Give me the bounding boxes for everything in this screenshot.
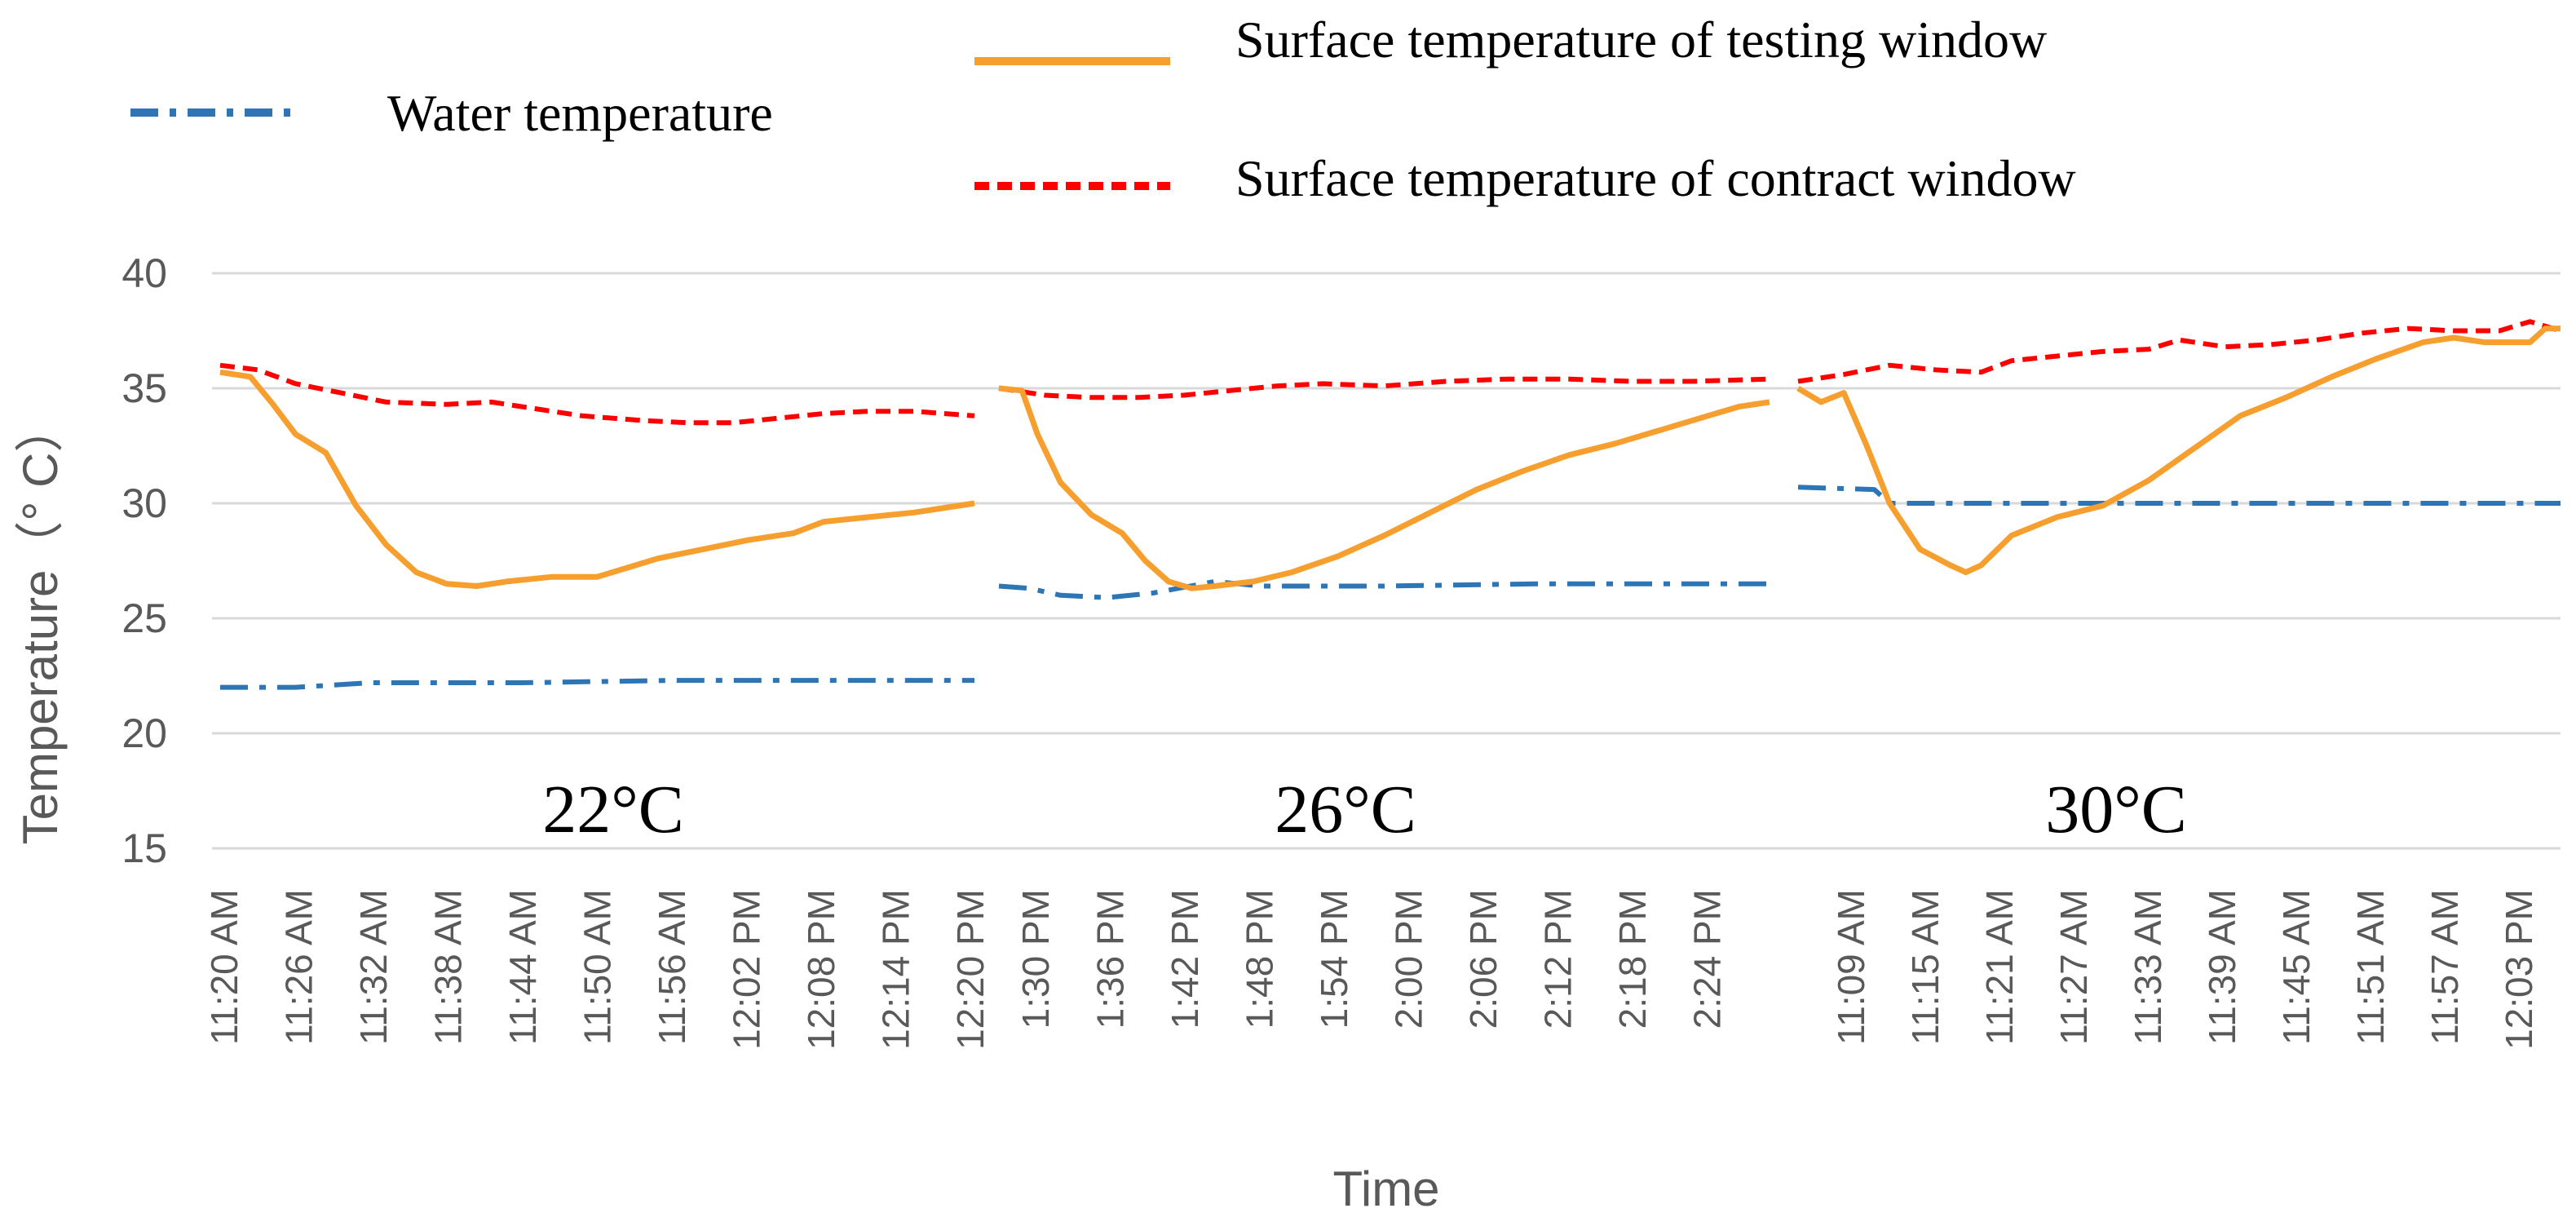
x-tick-label: 11:20 AM bbox=[203, 889, 245, 1045]
x-tick-label: 11:56 AM bbox=[651, 889, 693, 1045]
x-tick-label: 11:09 AM bbox=[1830, 889, 1872, 1045]
series-line-water-segment-1 bbox=[220, 678, 974, 690]
x-tick-label: 2:00 PM bbox=[1388, 889, 1430, 1029]
x-tick-label: 11:27 AM bbox=[2052, 889, 2095, 1045]
x-tick-label: 1:42 PM bbox=[1164, 889, 1206, 1029]
x-tick-label: 11:38 AM bbox=[427, 889, 470, 1045]
y-tick-label: 20 bbox=[122, 710, 167, 756]
legend: Water temperature Surface temperature of… bbox=[130, 11, 2076, 207]
series-line-testing-segment-1 bbox=[219, 369, 975, 589]
x-tick-label: 2:06 PM bbox=[1462, 889, 1505, 1029]
y-tick-label: 35 bbox=[122, 365, 167, 411]
series-lines bbox=[219, 319, 2561, 690]
segment-label-1: 22°C bbox=[542, 772, 684, 848]
x-tick-label: 1:48 PM bbox=[1239, 889, 1281, 1029]
x-tick-label: 11:45 AM bbox=[2275, 889, 2318, 1045]
x-tick-label: 1:36 PM bbox=[1089, 889, 1132, 1029]
x-tick-label: 12:02 PM bbox=[726, 889, 768, 1050]
x-tick-label: 12:20 PM bbox=[949, 889, 992, 1050]
x-tick-label: 2:12 PM bbox=[1537, 889, 1580, 1029]
x-tick-label: 11:32 AM bbox=[352, 889, 395, 1045]
series-line-water-segment-2 bbox=[998, 578, 1770, 600]
y-axis-tick-labels: 15 20 25 30 35 40 bbox=[122, 250, 167, 871]
x-axis-tick-labels: 11:20 AM 11:26 AM 11:32 AM 11:38 AM 11:44 AM… bbox=[203, 889, 2540, 1050]
segment-labels: 22°C 26°C 30°C bbox=[542, 772, 2187, 848]
x-tick-label: 11:57 AM bbox=[2424, 889, 2466, 1045]
series-line-contract-segment-1 bbox=[219, 362, 975, 426]
y-tick-label: 25 bbox=[122, 595, 167, 641]
y-tick-label: 15 bbox=[122, 825, 167, 871]
x-tick-label: 11:26 AM bbox=[278, 889, 320, 1045]
x-tick-label: 11:21 AM bbox=[1978, 889, 2021, 1045]
series-line-testing-segment-3 bbox=[1796, 325, 2561, 576]
series-line-contract-segment-3 bbox=[1797, 319, 2561, 384]
x-tick-label: 2:24 PM bbox=[1686, 889, 1729, 1029]
segment-label-3: 30°C bbox=[2045, 772, 2187, 848]
x-axis-title: Time bbox=[1332, 1162, 1439, 1216]
x-tick-label: 12:03 PM bbox=[2498, 889, 2540, 1050]
x-tick-label: 11:51 AM bbox=[2349, 889, 2392, 1045]
x-tick-label: 1:54 PM bbox=[1313, 889, 1355, 1029]
series-line-contract-segment-2 bbox=[998, 376, 1770, 401]
legend-label-water: Water temperature bbox=[387, 84, 773, 142]
series-line-testing-segment-2 bbox=[998, 385, 1770, 591]
y-tick-label: 40 bbox=[122, 250, 167, 296]
x-tick-label: 12:08 PM bbox=[800, 889, 842, 1050]
gridlines bbox=[212, 272, 2561, 850]
x-tick-label: 11:33 AM bbox=[2127, 889, 2169, 1045]
segment-label-2: 26°C bbox=[1275, 772, 1416, 848]
x-tick-label: 2:18 PM bbox=[1611, 889, 1654, 1029]
x-tick-label: 12:14 PM bbox=[875, 889, 917, 1050]
y-tick-label: 30 bbox=[122, 480, 167, 526]
series-line-water-segment-3 bbox=[1797, 485, 2561, 506]
x-tick-label: 11:39 AM bbox=[2201, 889, 2243, 1045]
x-tick-label: 1:30 PM bbox=[1014, 889, 1057, 1029]
x-tick-label: 11:50 AM bbox=[577, 889, 619, 1045]
y-axis-title: Temperature（° C） bbox=[13, 404, 68, 845]
x-tick-label: 11:15 AM bbox=[1904, 889, 1946, 1045]
legend-label-testing: Surface temperature of testing window bbox=[1235, 11, 2047, 69]
legend-label-contract: Surface temperature of contract window bbox=[1235, 149, 2076, 207]
x-tick-label: 11:44 AM bbox=[502, 889, 544, 1045]
